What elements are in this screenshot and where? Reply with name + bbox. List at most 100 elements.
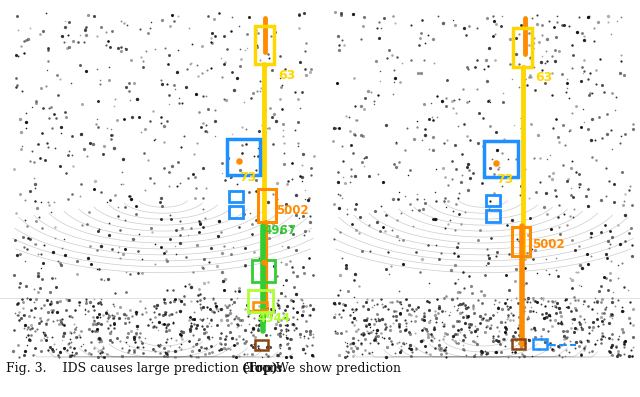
Point xyxy=(168,320,179,326)
Point xyxy=(335,287,345,293)
Point xyxy=(26,331,36,338)
Point xyxy=(525,121,536,127)
Point xyxy=(460,209,470,215)
Point xyxy=(268,191,278,197)
Point xyxy=(305,328,315,335)
Point xyxy=(42,321,52,327)
Point xyxy=(348,340,358,346)
Point xyxy=(72,333,82,340)
Point xyxy=(525,71,535,78)
Point xyxy=(356,340,366,346)
Point xyxy=(113,212,123,219)
Point xyxy=(18,234,28,241)
Point xyxy=(69,352,79,358)
Point xyxy=(479,291,490,298)
Point xyxy=(212,306,222,312)
Point xyxy=(346,312,356,318)
Point xyxy=(26,307,36,314)
Point xyxy=(29,299,39,305)
Point xyxy=(410,330,420,337)
Point xyxy=(269,110,279,117)
Point xyxy=(127,235,138,242)
Point xyxy=(562,85,572,91)
Point xyxy=(340,328,351,335)
Point xyxy=(65,329,75,335)
Point xyxy=(32,326,42,332)
Point xyxy=(194,347,204,353)
Point xyxy=(165,343,175,349)
Point xyxy=(480,310,490,317)
Point xyxy=(277,106,287,113)
Point xyxy=(391,317,401,323)
Point xyxy=(268,307,278,313)
Point xyxy=(364,321,374,327)
Point xyxy=(461,352,471,358)
Point xyxy=(23,332,33,339)
Point xyxy=(9,166,19,172)
Point xyxy=(338,307,348,313)
Point xyxy=(278,150,289,156)
Point xyxy=(109,102,120,109)
Point xyxy=(380,326,390,332)
Point xyxy=(92,314,102,320)
Point xyxy=(464,98,474,104)
Point xyxy=(584,70,595,76)
Point xyxy=(101,29,111,35)
Point xyxy=(492,129,502,135)
Point xyxy=(353,326,364,332)
Point xyxy=(567,158,577,164)
Point xyxy=(340,354,350,360)
Point xyxy=(433,341,444,348)
Point xyxy=(248,332,258,338)
Point xyxy=(476,320,486,326)
Point xyxy=(334,300,344,306)
Point xyxy=(386,263,396,270)
Point xyxy=(20,283,31,289)
Point xyxy=(411,312,421,319)
Point xyxy=(366,89,376,96)
Point xyxy=(334,205,344,211)
Point xyxy=(283,316,293,322)
Point xyxy=(234,224,244,231)
Point xyxy=(527,45,538,51)
Point xyxy=(294,12,304,19)
Point xyxy=(33,289,43,295)
Point xyxy=(154,342,164,349)
Point xyxy=(351,200,362,207)
Point xyxy=(166,311,177,318)
Point xyxy=(219,287,229,293)
Point xyxy=(282,334,292,341)
Point xyxy=(449,280,460,286)
Point xyxy=(200,128,211,135)
Point xyxy=(438,140,449,146)
Point xyxy=(308,334,318,341)
Point xyxy=(288,231,298,237)
Point xyxy=(468,302,479,308)
Point xyxy=(392,233,403,239)
Point xyxy=(627,241,637,248)
Point xyxy=(252,325,262,331)
Point xyxy=(216,306,227,312)
Point xyxy=(598,274,609,280)
Point xyxy=(576,77,586,84)
Point xyxy=(371,318,381,324)
Point xyxy=(296,296,306,302)
Point xyxy=(605,343,616,350)
Point xyxy=(588,324,598,330)
Point xyxy=(546,226,556,233)
Point xyxy=(129,339,140,345)
Point xyxy=(220,33,230,40)
Point xyxy=(234,332,244,339)
Point xyxy=(64,44,74,50)
Point xyxy=(161,324,171,331)
Point xyxy=(68,329,79,335)
Point xyxy=(161,324,171,330)
Point xyxy=(514,238,524,244)
Point xyxy=(448,208,458,214)
Point xyxy=(518,70,529,76)
Point xyxy=(45,344,55,351)
Point xyxy=(35,155,45,161)
Point xyxy=(350,103,360,110)
Point xyxy=(568,293,579,300)
Point xyxy=(516,125,526,131)
